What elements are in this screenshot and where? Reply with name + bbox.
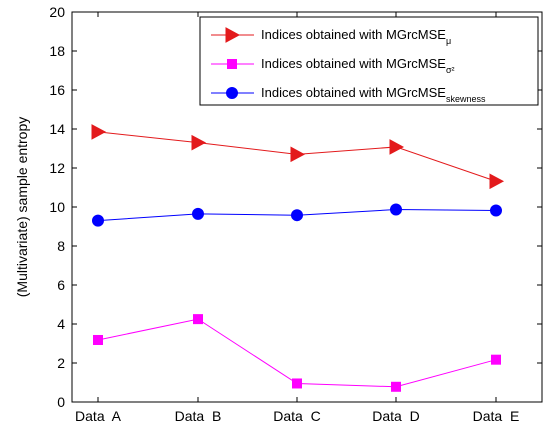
data-point xyxy=(192,207,204,220)
y-tick-label: 8 xyxy=(57,238,65,254)
data-point xyxy=(191,134,207,151)
legend-label: Indices obtained with MGrcMSEσ² xyxy=(261,56,455,75)
data-point xyxy=(391,381,401,392)
y-tick-label: 16 xyxy=(49,82,65,98)
legend-label-main: Indices obtained with MGrcMSE xyxy=(261,27,446,42)
legend-label-main: Indices obtained with MGrcMSE xyxy=(261,85,446,100)
data-point xyxy=(390,203,402,216)
legend-label: Indices obtained with MGrcMSEskewness xyxy=(261,85,486,104)
legend-marker xyxy=(225,27,241,43)
x-axis: Data A Data B Data C Data D Data E xyxy=(75,12,519,424)
series-2 xyxy=(93,314,501,392)
x-tick-label: Data B xyxy=(175,408,222,424)
data-point xyxy=(91,124,107,140)
y-tick-label: 14 xyxy=(49,121,65,137)
x-tick-label: Data A xyxy=(75,408,122,424)
y-tick-label: 2 xyxy=(57,355,65,371)
legend-box xyxy=(199,16,539,106)
legend-marker xyxy=(226,87,238,99)
data-point xyxy=(290,146,306,163)
data-point xyxy=(93,334,103,345)
y-tick-label: 12 xyxy=(49,160,65,176)
legend-label: Indices obtained with MGrcMSEμ xyxy=(261,27,451,46)
data-point xyxy=(491,354,501,365)
legend-item: Indices obtained with MGrcMSEskewness xyxy=(211,85,486,104)
x-tick-label: Data D xyxy=(372,408,419,424)
y-tick-label: 4 xyxy=(57,316,65,332)
y-tick-label: 6 xyxy=(57,277,65,293)
series-1 xyxy=(91,124,505,190)
series-layer xyxy=(91,124,505,392)
y-axis: 0 2 4 6 8 10 12 14 16 18 20 xyxy=(49,4,542,410)
legend-label-subscript: σ² xyxy=(446,65,455,75)
data-point xyxy=(489,173,505,190)
x-tick-label: Data C xyxy=(273,408,320,424)
y-tick-label: 18 xyxy=(49,43,65,59)
y-tick-label: 10 xyxy=(49,199,65,215)
data-point xyxy=(193,314,203,325)
legend-marker xyxy=(227,59,237,69)
data-point xyxy=(92,214,104,227)
legend-label-subscript: skewness xyxy=(446,94,486,104)
legend-item: Indices obtained with MGrcMSEσ² xyxy=(211,56,455,75)
legend-label-subscript: μ xyxy=(446,36,451,46)
data-point xyxy=(292,378,302,389)
data-point xyxy=(291,209,303,222)
y-tick-label: 0 xyxy=(57,394,65,410)
y-tick-label: 20 xyxy=(49,4,65,20)
series-3 xyxy=(92,203,502,227)
y-axis-label: (Multivariate) sample entropy xyxy=(14,117,30,298)
x-tick-label: Data E xyxy=(473,408,520,424)
legend-label-main: Indices obtained with MGrcMSE xyxy=(261,56,446,71)
data-point xyxy=(490,204,502,217)
data-point xyxy=(389,139,405,155)
legend-item: Indices obtained with MGrcMSEμ xyxy=(211,27,451,46)
